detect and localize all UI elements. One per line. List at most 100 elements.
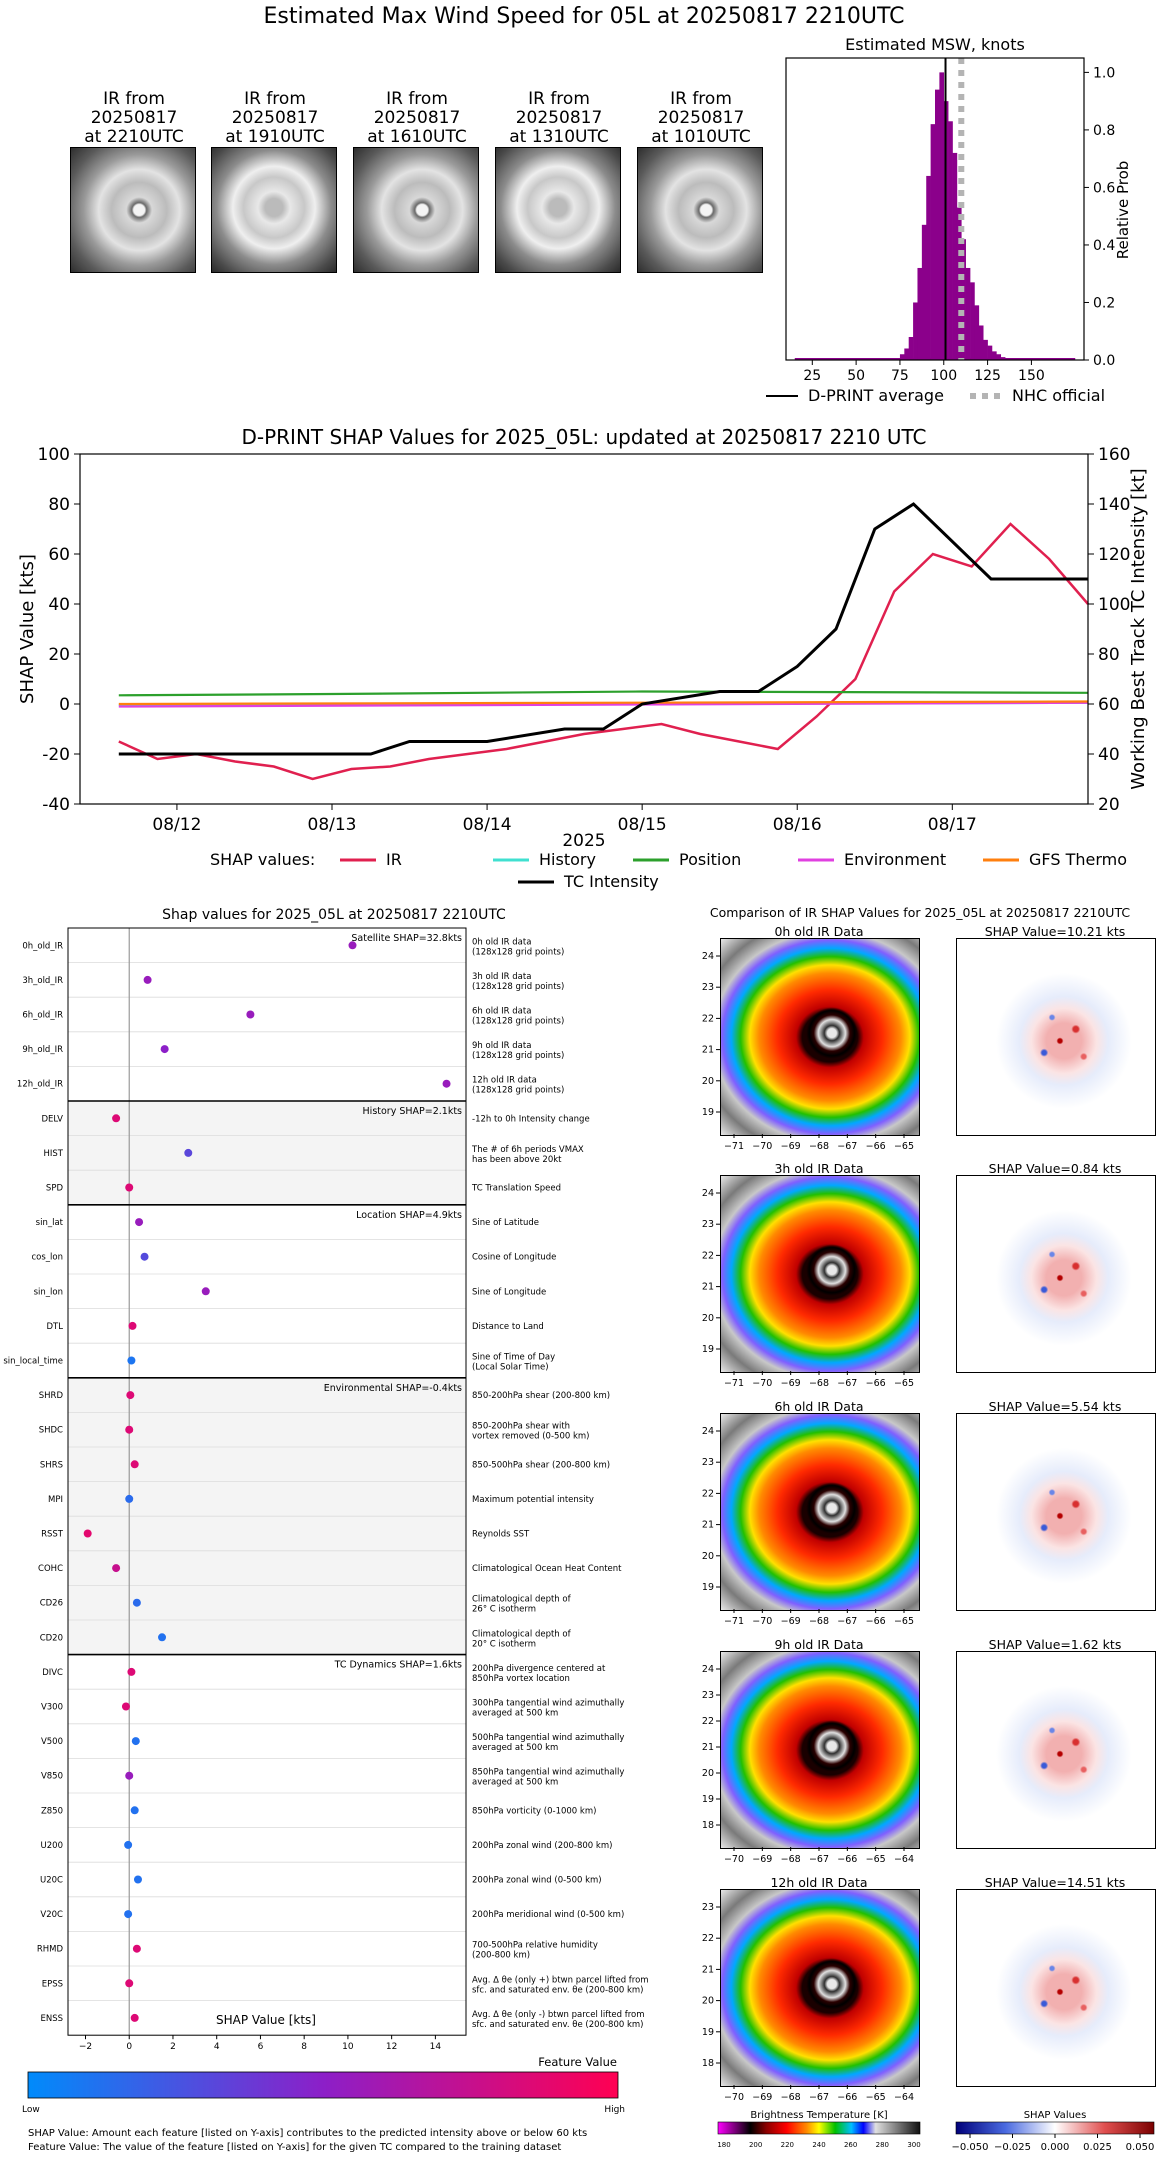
feature-name-label: V850 xyxy=(41,1772,63,1782)
feature-shap-point xyxy=(135,1218,144,1227)
ir-map-y-tick-label: 22 xyxy=(702,1488,714,1499)
feature-description-line2: (128x128 grid points) xyxy=(472,1017,564,1027)
ir-map-x-tick-label: −65 xyxy=(894,1141,914,1152)
histogram-reference-lines xyxy=(944,58,965,360)
legend-tc-intensity-label: TC Intensity xyxy=(563,872,659,891)
feature-group-label: Environmental SHAP=-0.4kts xyxy=(324,1383,462,1394)
timeseries-y2label: Working Best Track TC Intensity [kt] xyxy=(1128,468,1149,789)
timeseries-x-ticks: 08/12 08/13 08/14 08/15 08/16 08/17 xyxy=(152,804,977,835)
shap-colorbar-tick-label: 0.000 xyxy=(1041,2142,1070,2153)
feature-shap-point xyxy=(125,1979,134,1988)
feature-colorbar: Feature Value Low High xyxy=(22,2055,625,2115)
feature-xlabel: SHAP Value [kts] xyxy=(216,2013,316,2027)
ir-map-title: 6h old IR Data xyxy=(774,1399,864,1414)
feature-shap-point xyxy=(131,1737,140,1746)
ir-map-y-tick-label: 23 xyxy=(702,1902,714,1913)
histogram-bar xyxy=(956,207,962,360)
ir-map-y-tick-label: 22 xyxy=(702,1013,714,1024)
ir-thumbnail-4 xyxy=(637,147,763,273)
histogram-y-tick-label: 0.6 xyxy=(1093,180,1115,196)
feature-description: Sine of Longitude xyxy=(472,1287,546,1297)
ir-map-title: 0h old IR Data xyxy=(774,924,864,939)
ir-caption-0: IR from 20250817 at 2210UTC xyxy=(84,89,184,147)
legend-dprint-label: D-PRINT average xyxy=(808,386,944,405)
timeseries-y2-tick-label: 160 xyxy=(1098,445,1130,465)
ir-map-y-tick-label: 23 xyxy=(702,1219,714,1230)
ir-map-x-tick-label: −67 xyxy=(837,1616,857,1627)
feature-name-label: COHC xyxy=(38,1564,63,1574)
feature-description: 850-200hPa shear (200-800 km) xyxy=(472,1391,610,1401)
feature-shap-point xyxy=(125,1494,134,1503)
histogram-y-tick-label: 0.4 xyxy=(1093,238,1115,254)
bt-colorbar-tick-label: 220 xyxy=(781,2141,794,2149)
timeseries-legend: SHAP values: IR History Position Environmen… xyxy=(210,850,1127,891)
feature-description: 700-500hPa relative humidity xyxy=(472,1941,598,1951)
ir-map-y-tick-label: 22 xyxy=(702,1716,714,1727)
timeseries-ylabel: SHAP Value [kts] xyxy=(17,554,38,704)
timeseries-title: D-PRINT SHAP Values for 2025_05L: update… xyxy=(241,425,926,449)
bt-colorbar-tick-label: 300 xyxy=(907,2141,920,2149)
feature-name-label: 9h_old_IR xyxy=(22,1045,63,1055)
feature-name-label: RHMD xyxy=(37,1945,64,1955)
ir-map-y-tick-label: 21 xyxy=(702,1282,714,1293)
feature-description-line2: sfc. and saturated env. θe (200-800 km) xyxy=(472,2020,644,2030)
ir-map-image xyxy=(720,938,920,1136)
timeseries-y-tick-label: 20 xyxy=(48,645,70,665)
histogram-frame xyxy=(785,57,1085,361)
histogram-y-tick-label: 0.8 xyxy=(1093,123,1115,139)
feature-name-label: SPD xyxy=(46,1184,64,1194)
ir-map-x-tick-label: −64 xyxy=(894,2092,914,2103)
ir-map-x-tick-label: −70 xyxy=(724,1854,744,1865)
feature-name-label: cos_lon xyxy=(31,1253,63,1263)
ir-map-x-tick-label: −65 xyxy=(866,1854,886,1865)
feature-description-line2: has been above 20kt xyxy=(472,1155,562,1165)
legend-nhc-label: NHC official xyxy=(1012,386,1105,405)
ir-caption-2: IR from 20250817 at 1610UTC xyxy=(367,89,467,147)
feature-shap-point xyxy=(125,1771,134,1780)
ir-map-axes: −71 −70 −69 −68 −67 −66 −65 24 23 22 21 20 19 xyxy=(702,1188,914,1389)
histogram-bar xyxy=(899,354,905,360)
ir-map-image xyxy=(720,1413,920,1611)
feature-shap-point xyxy=(184,1148,193,1157)
timeseries-xlabel: 2025 xyxy=(562,831,605,851)
ir-map-y-tick-label: 21 xyxy=(702,1520,714,1531)
ir-map-x-tick-label: −67 xyxy=(837,1141,857,1152)
ir-map-y-tick-label: 20 xyxy=(702,1551,714,1562)
feature-name-label: CD26 xyxy=(40,1599,63,1609)
ir-map-x-tick-label: −66 xyxy=(837,2092,857,2103)
timeseries-y2-tick-label: 80 xyxy=(1098,645,1120,665)
ir-map-x-tick-label: −67 xyxy=(809,1854,829,1865)
timeseries-y-tick-label: -20 xyxy=(42,745,70,765)
ir-map-y-tick-label: 21 xyxy=(702,1742,714,1753)
feature-description: 850-500hPa shear (200-800 km) xyxy=(472,1460,610,1470)
feature-group-label: History SHAP=2.1kts xyxy=(363,1106,463,1117)
ir-map-x-tick-label: −69 xyxy=(781,1378,801,1389)
ir-map-x-tick-label: −66 xyxy=(837,1854,857,1865)
timeseries-y2-tick-label: 120 xyxy=(1098,545,1130,565)
feature-x-tick-label: 12 xyxy=(386,2042,397,2052)
bt-colorbar-tick-label: 260 xyxy=(844,2141,857,2149)
feature-description: Sine of Latitude xyxy=(472,1218,539,1228)
feature-shap-point xyxy=(442,1079,451,1088)
series-environment-line xyxy=(118,701,1089,708)
timeseries-x-tick-label: 08/12 xyxy=(152,815,201,835)
feature-x-ticks: −2 0 2 4 6 8 10 12 14 xyxy=(79,2035,441,2052)
ir-map-y-tick-label: 22 xyxy=(702,1933,714,1944)
series-position-line xyxy=(118,690,1089,697)
histogram-bar xyxy=(952,152,958,360)
feature-x-tick-label: 4 xyxy=(214,2042,220,2052)
shap-colorbar-ticks: −0.050 −0.025 0.000 0.025 0.050 xyxy=(951,2134,1154,2153)
feature-description: Climatological depth of xyxy=(472,1595,572,1605)
feature-description: 0h old IR data xyxy=(472,937,531,947)
feature-name-label: 6h_old_IR xyxy=(22,1011,63,1021)
ir-map-y-tick-label: 20 xyxy=(702,1313,714,1324)
feature-description: The # of 6h periods VMAX xyxy=(471,1145,584,1155)
histogram-bar xyxy=(965,267,971,360)
feature-name-label: sin_local_time xyxy=(3,1357,63,1367)
ir-comparison-title: Comparison of IR SHAP Values for 2025_05… xyxy=(709,905,1131,920)
ir-map-y-tick-label: 24 xyxy=(702,1664,714,1675)
timeseries-y2-ticks: 20 40 60 80 100 120 140 160 xyxy=(1088,445,1130,815)
feature-description-line2: (200-800 km) xyxy=(472,1951,530,1961)
ir-caption-1: IR from 20250817 at 1910UTC xyxy=(225,89,325,147)
histogram-bar xyxy=(948,121,953,361)
